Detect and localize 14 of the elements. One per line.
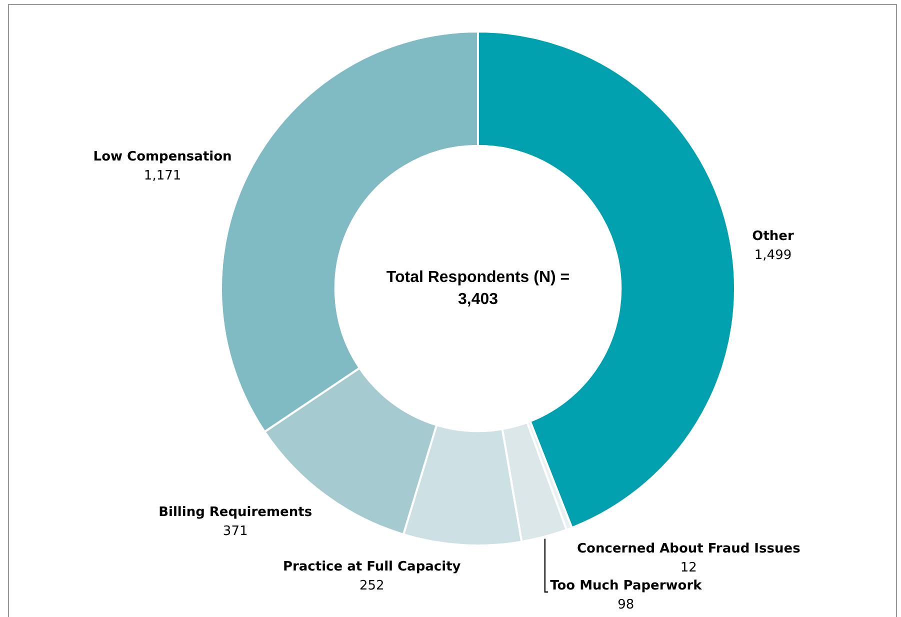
slice-label: Low Compensation: [93, 150, 232, 165]
data-label: 371: [222, 524, 248, 540]
slice-label: Other: [752, 229, 794, 244]
slice-label: Too Much Paperwork: [550, 578, 702, 594]
data-label: 1,171: [144, 168, 182, 184]
data-label: 1,499: [754, 248, 792, 264]
slice-label: Practice at Full Capacity: [282, 559, 462, 574]
data-label: 12: [680, 560, 697, 576]
text: 3,403: [458, 290, 498, 308]
text: Total Respondents (N) =: [386, 268, 570, 286]
slice-label: Billing Requirements: [158, 505, 312, 520]
slice-label: Concerned About Fraud Issues: [577, 542, 801, 557]
data-label: 98: [618, 597, 634, 612]
data-label: 252: [359, 578, 384, 594]
